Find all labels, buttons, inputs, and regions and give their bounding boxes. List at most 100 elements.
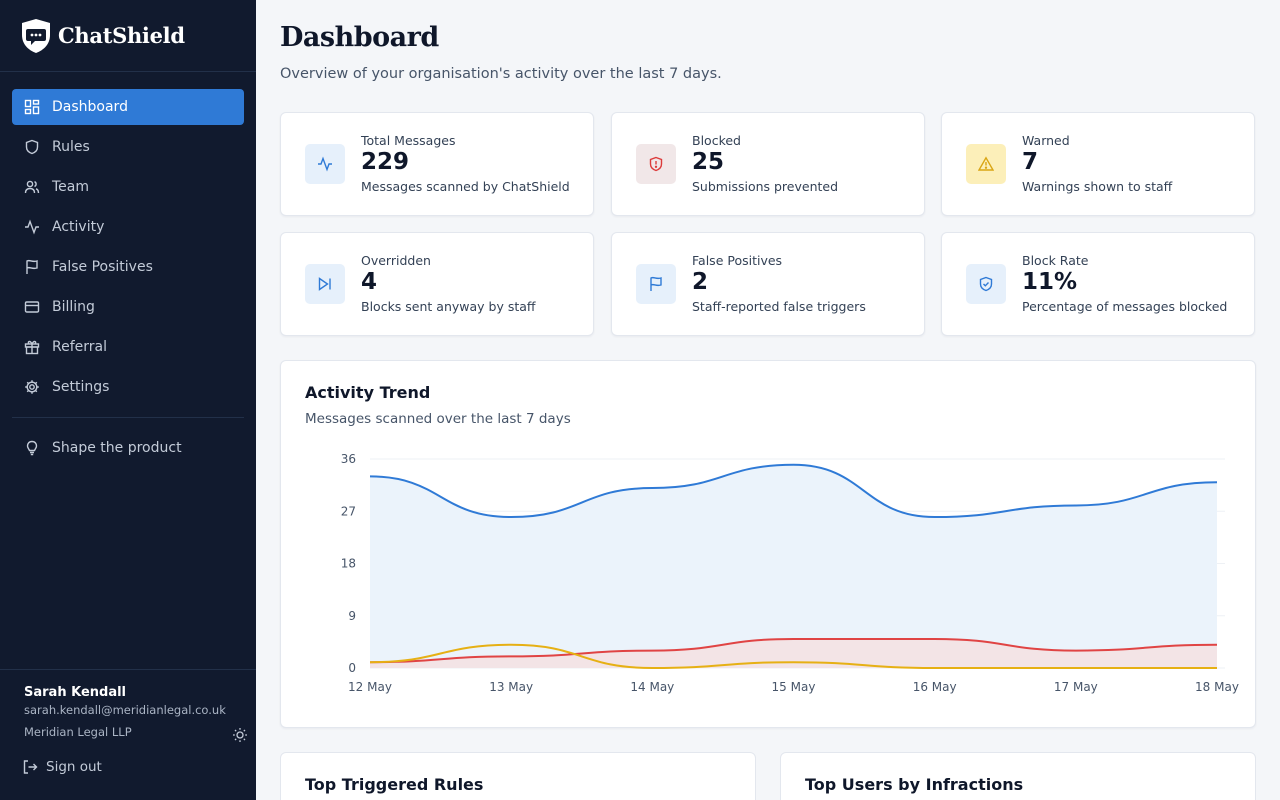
stat-label: Block Rate <box>1022 253 1089 268</box>
lightbulb-icon <box>26 440 38 456</box>
gift-icon <box>24 340 40 355</box>
gear-icon <box>25 380 39 394</box>
sidebar-item-rules[interactable]: Rules <box>12 129 244 165</box>
sidebar-item-activity[interactable]: Activity <box>12 209 244 245</box>
chart-subtitle: Messages scanned over the last 7 days <box>305 411 571 427</box>
stat-icon-box <box>305 144 345 184</box>
stat-value: 2 <box>692 269 709 295</box>
sign-out-button[interactable]: Sign out <box>22 759 102 775</box>
sidebar-item-false-positives[interactable]: False Positives <box>12 249 244 285</box>
dashboard-icon <box>24 99 40 115</box>
stat-icon-box <box>966 144 1006 184</box>
sidebar-item-label: Shape the product <box>52 440 182 456</box>
sidebar-item-label: Activity <box>52 219 105 235</box>
shield-icon <box>25 139 39 155</box>
user-name: Sarah Kendall <box>24 685 127 700</box>
sun-icon[interactable] <box>232 727 248 743</box>
user-profile: Sarah Kendall sarah.kendall@meridianlega… <box>0 669 256 800</box>
stat-description: Staff-reported false triggers <box>692 299 866 314</box>
stat-description: Blocks sent anyway by staff <box>361 299 536 314</box>
x-tick-label: 13 May <box>489 680 533 694</box>
chart-title: Activity Trend <box>305 383 431 402</box>
stat-card-false-positives: False Positives 2 Staff-reported false t… <box>611 232 925 336</box>
stat-card-blocked: Blocked 25 Submissions prevented <box>611 112 925 216</box>
stat-label: Blocked <box>692 133 741 148</box>
stat-value: 229 <box>361 149 410 175</box>
y-tick-label: 0 <box>348 661 356 675</box>
x-tick-label: 12 May <box>348 680 392 694</box>
x-tick-label: 17 May <box>1054 680 1098 694</box>
series-line-0 <box>369 463 1218 519</box>
warning-icon <box>978 156 994 171</box>
stat-description: Messages scanned by ChatShield <box>361 179 570 194</box>
sidebar-nav: Dashboard Rules Team Activity False Posi… <box>0 72 256 466</box>
sidebar-item-shape-the-product[interactable]: Shape the product <box>12 430 244 466</box>
shield-alert-icon <box>649 156 663 172</box>
stat-card-block-rate: Block Rate 11% Percentage of messages bl… <box>941 232 1255 336</box>
x-tick-label: 14 May <box>630 680 674 694</box>
stat-description: Warnings shown to staff <box>1022 179 1173 194</box>
chatshield-logo-icon <box>22 18 50 53</box>
sidebar-item-billing[interactable]: Billing <box>12 289 244 325</box>
stat-value: 25 <box>692 149 725 175</box>
nav-divider <box>12 417 244 418</box>
y-tick-label: 18 <box>341 557 356 571</box>
user-email: sarah.kendall@meridianlegal.co.uk <box>24 703 226 717</box>
sidebar-item-label: Settings <box>52 379 110 395</box>
stat-label: Total Messages <box>361 133 456 148</box>
page-subtitle: Overview of your organisation's activity… <box>280 66 722 82</box>
y-tick-label: 27 <box>341 504 356 518</box>
x-tick-label: 15 May <box>772 680 816 694</box>
stat-description: Submissions prevented <box>692 179 839 194</box>
flag-icon <box>26 259 38 274</box>
brand[interactable]: ChatShield <box>0 0 256 72</box>
x-tick-label: 18 May <box>1195 680 1239 694</box>
sidebar-item-label: Rules <box>52 139 90 155</box>
credit-card-icon <box>24 301 40 313</box>
skip-forward-icon <box>318 277 331 291</box>
sidebar-item-referral[interactable]: Referral <box>12 329 244 365</box>
top-users-card: Top Users by Infractions <box>780 752 1256 800</box>
stat-card-warned: Warned 7 Warnings shown to staff <box>941 112 1255 216</box>
stat-label: Warned <box>1022 133 1070 148</box>
x-tick-label: 16 May <box>913 680 957 694</box>
brand-name: ChatShield <box>58 23 185 48</box>
stat-value: 7 <box>1022 149 1039 175</box>
y-tick-label: 9 <box>348 609 356 623</box>
sidebar-item-settings[interactable]: Settings <box>12 369 244 405</box>
sidebar-item-label: Referral <box>52 339 107 355</box>
card-title: Top Users by Infractions <box>805 775 1024 794</box>
stat-label: Overridden <box>361 253 431 268</box>
stat-value: 4 <box>361 269 378 295</box>
stat-card-overridden: Overridden 4 Blocks sent anyway by staff <box>280 232 594 336</box>
shield-check-icon <box>979 276 993 292</box>
sign-out-label: Sign out <box>46 759 102 775</box>
series-area-0 <box>370 464 1217 668</box>
series-line-2 <box>369 643 1217 670</box>
series-line-1 <box>369 637 1218 664</box>
sidebar-item-label: Billing <box>52 299 95 315</box>
series-area-1 <box>370 638 1217 668</box>
activity-trend-card: Activity Trend Messages scanned over the… <box>280 360 1256 728</box>
page-title: Dashboard <box>280 22 439 53</box>
flag-icon <box>650 276 662 291</box>
stat-icon-box <box>636 144 676 184</box>
activity-icon <box>25 219 39 235</box>
sidebar-item-dashboard[interactable]: Dashboard <box>12 89 244 125</box>
activity-trend-chart[interactable]: 0 9 18 27 36 12 May 13 May 14 May 15 May 16 May 17… <box>281 361 1257 729</box>
stat-label: False Positives <box>692 253 783 268</box>
card-title: Top Triggered Rules <box>305 775 484 794</box>
sidebar-item-label: Team <box>52 179 90 195</box>
stat-description: Percentage of messages blocked <box>1022 299 1228 314</box>
sign-out-icon <box>23 760 38 774</box>
top-triggered-rules-card: Top Triggered Rules <box>280 752 756 800</box>
stat-value: 11% <box>1022 269 1078 295</box>
sidebar-item-label: Dashboard <box>52 99 128 115</box>
stat-icon-box <box>966 264 1006 304</box>
sidebar-item-label: False Positives <box>52 259 153 275</box>
stat-icon-box <box>305 264 345 304</box>
stat-card-total-messages: Total Messages 229 Messages scanned by C… <box>280 112 594 216</box>
sidebar-item-team[interactable]: Team <box>12 169 244 205</box>
sidebar: ChatShield Dashboard Rules Team Activity… <box>0 0 256 800</box>
user-org: Meridian Legal LLP <box>24 725 132 739</box>
